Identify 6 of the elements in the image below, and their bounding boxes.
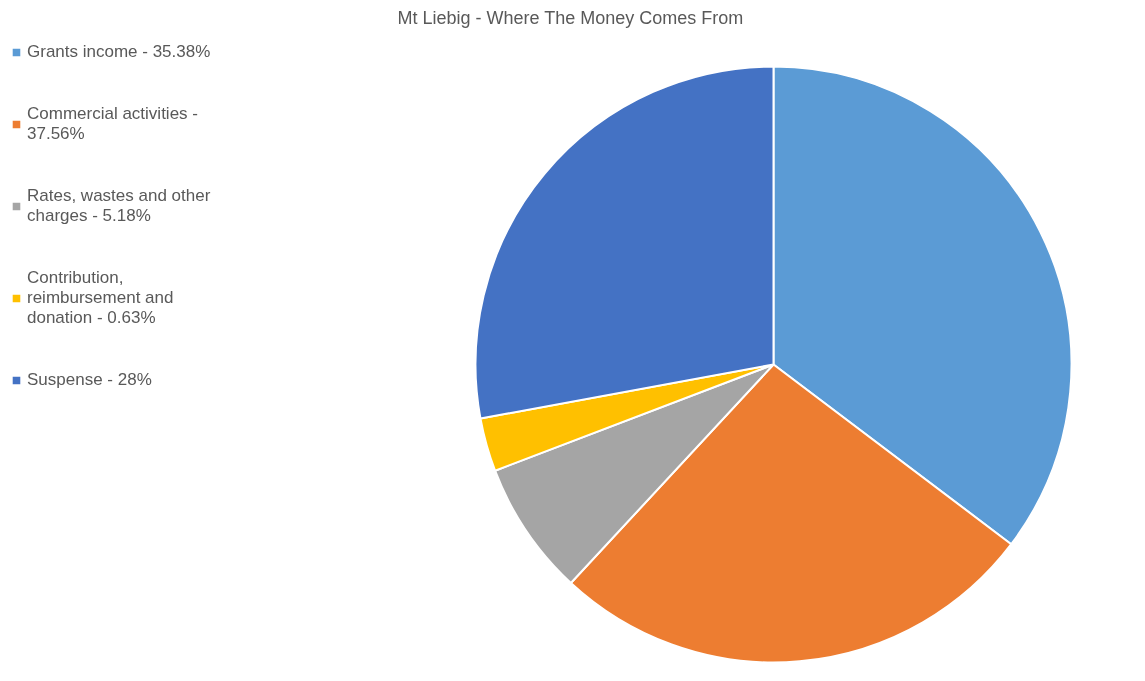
chart-title: Mt Liebig - Where The Money Comes From bbox=[397, 7, 744, 28]
legend-label: Grants income - 35.38% bbox=[27, 42, 211, 62]
legend-label: Commercial activities - 37.56% bbox=[27, 104, 198, 144]
legend-label: Suspense - 28% bbox=[27, 370, 152, 390]
legend-label: Rates, wastes and other charges - 5.18% bbox=[27, 186, 211, 226]
legend-label: Contribution, reimbursement and donation - 0.63% bbox=[27, 268, 174, 328]
